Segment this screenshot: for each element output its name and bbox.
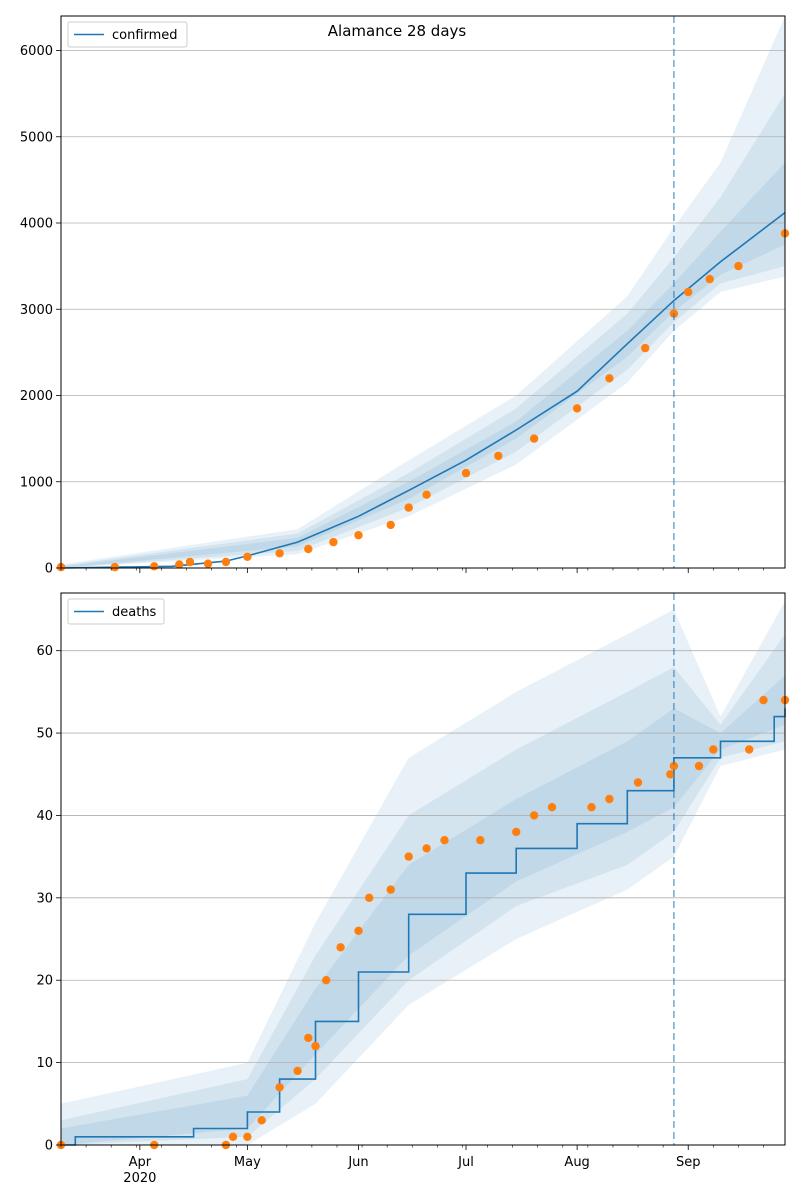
deaths-band-3 [61, 675, 785, 1145]
confirmed-observed-point [150, 562, 159, 571]
confirmed-y-tick-label: 3000 [20, 303, 53, 318]
confirmed-legend-box [67, 21, 188, 48]
deaths-observed-point [336, 943, 345, 952]
confirmed-observed-point [572, 404, 582, 413]
deaths-observed-point [293, 1066, 302, 1076]
confirmed-observed-point [304, 544, 313, 554]
confirmed-y-tick-label: 6000 [20, 44, 53, 59]
confirmed-observed-point [684, 287, 693, 297]
deaths-observed-point [633, 778, 643, 787]
confirmed-observed-point [243, 552, 252, 561]
deaths-y-tick-label: 60 [36, 644, 53, 659]
confirmed-observed-point [529, 434, 539, 443]
x-tick-label-jun: Jun [347, 1155, 368, 1170]
confirmed-observed-point [221, 557, 231, 567]
confirmed-observed-point [203, 559, 213, 568]
confirmed-band-3 [61, 162, 785, 568]
deaths-observed-point [529, 811, 539, 820]
deaths-legend: deaths [67, 598, 165, 625]
deaths-observed-point [243, 1132, 252, 1142]
deaths-observed-point [759, 695, 768, 705]
deaths-observed-point [228, 1132, 238, 1142]
x-tick-label-jul: Jul [457, 1155, 474, 1170]
confirmed-y-tick-label: 2000 [20, 389, 53, 404]
deaths-y-tick-label: 0 [45, 1139, 53, 1154]
confirmed-observed-point [422, 490, 431, 499]
x-year-label: 2020 [123, 1171, 156, 1186]
deaths-y-tick-label: 30 [36, 891, 53, 906]
confirmed-observed-point [175, 560, 184, 569]
x-tick-label-aug: Aug [564, 1155, 589, 1170]
deaths-observed-point [709, 745, 718, 754]
deaths-observed-point [547, 803, 557, 812]
deaths-y-tick-label: 10 [36, 1056, 53, 1071]
deaths-observed-point [304, 1033, 313, 1043]
confirmed-chart-panel: 0 1000 2000 3000 4000 5000 6000 confirmed Alam… [20, 15, 790, 577]
confirmed-observed-point [275, 549, 284, 558]
x-tick-label-apr: Apr [129, 1155, 152, 1170]
deaths-band-1 [61, 601, 785, 1145]
deaths-plot-frame [60, 592, 786, 1146]
deaths-uncertainty-bands [61, 601, 785, 1145]
deaths-observed-point [386, 885, 395, 894]
confirmed-observed-point [605, 374, 614, 383]
deaths-observed-point [669, 761, 679, 771]
deaths-observed-point [354, 926, 363, 935]
deaths-legend-box [67, 598, 165, 625]
deaths-observed-point [694, 761, 704, 771]
confirmed-observed-point [404, 503, 413, 512]
confirmed-observed-point [641, 343, 650, 353]
deaths-observed-point [365, 893, 374, 902]
deaths-model-line [61, 708, 786, 1146]
confirmed-y-tick-label: 5000 [20, 130, 53, 145]
confirmed-observed-point [354, 531, 363, 540]
confirmed-y-tick-label: 4000 [20, 217, 53, 232]
confirmed-y-tick-label: 0 [45, 562, 53, 577]
deaths-observed-point [275, 1083, 284, 1092]
confirmed-legend-label: confirmed [112, 28, 178, 43]
deaths-y-tick-label: 20 [36, 974, 53, 989]
deaths-observed-point [512, 827, 521, 837]
deaths-y-tick-label: 40 [36, 809, 53, 824]
deaths-observed-point [311, 1041, 320, 1051]
deaths-y-tick-label: 50 [36, 727, 53, 742]
confirmed-observed-point [494, 451, 503, 461]
deaths-observed-point [476, 836, 485, 845]
deaths-observed-point [587, 803, 596, 812]
x-tick-label-may: May [234, 1155, 261, 1170]
confirmed-observed-point [329, 537, 338, 547]
deaths-observed-point [257, 1116, 266, 1125]
confirmed-y-axis: 0 1000 2000 3000 4000 5000 6000 [20, 44, 61, 577]
deaths-observed-point [404, 852, 413, 861]
confirmed-band-1 [61, 16, 785, 568]
figure-title: Alamance 28 days [328, 22, 467, 40]
confirmed-observed-point [185, 557, 195, 567]
x-tick-label-sep: Sep [676, 1155, 701, 1170]
deaths-model-series [61, 708, 786, 1146]
confirmed-y-tick-label: 1000 [20, 475, 53, 490]
deaths-observed-points [56, 695, 790, 1150]
confirmed-observed-point [110, 562, 120, 572]
confirmed-observed-point [705, 274, 714, 284]
deaths-observed-point [422, 844, 431, 853]
confirmed-plot-frame [60, 15, 786, 569]
confirmed-observed-point [461, 468, 471, 478]
deaths-band-2 [61, 634, 785, 1145]
confirmed-observed-point [734, 261, 743, 271]
deaths-legend-label: deaths [112, 605, 157, 620]
confirmed-observed-points [56, 229, 790, 572]
deaths-observed-point [745, 745, 754, 754]
deaths-observed-point [322, 976, 331, 985]
deaths-observed-point [440, 836, 449, 845]
deaths-observed-point [605, 794, 614, 804]
deaths-observed-point [666, 770, 675, 779]
confirmed-observed-point [386, 520, 395, 530]
deaths-y-axis: 0 10 20 30 40 50 60 [36, 644, 61, 1154]
confirmed-legend: confirmed [67, 21, 188, 48]
